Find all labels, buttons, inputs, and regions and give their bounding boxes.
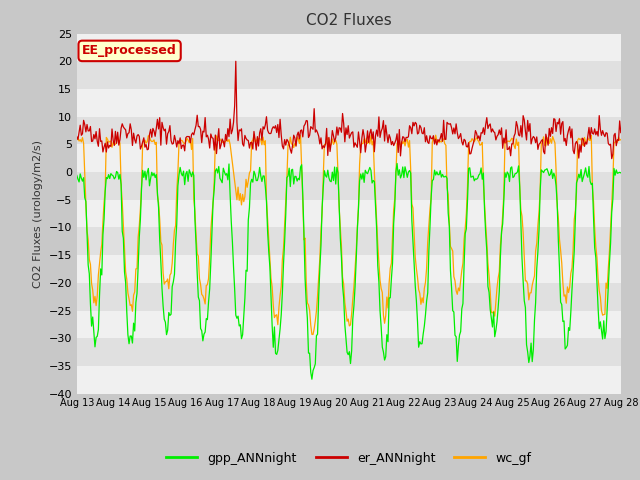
Bar (77, 144, 621, 172)
Legend: gpp_ANNnight, er_ANNnight, wc_gf: gpp_ANNnight, er_ANNnight, wc_gf (161, 447, 536, 469)
Bar (77, 200, 621, 228)
Bar (77, 89, 621, 117)
Bar (77, 255, 621, 283)
Bar (77, 34, 621, 61)
Y-axis label: CO2 Fluxes (urology/m2/s): CO2 Fluxes (urology/m2/s) (33, 140, 43, 288)
Bar (77, 311, 621, 338)
Text: EE_processed: EE_processed (82, 44, 177, 58)
Title: CO2 Fluxes: CO2 Fluxes (306, 13, 392, 28)
Bar (77, 366, 621, 394)
